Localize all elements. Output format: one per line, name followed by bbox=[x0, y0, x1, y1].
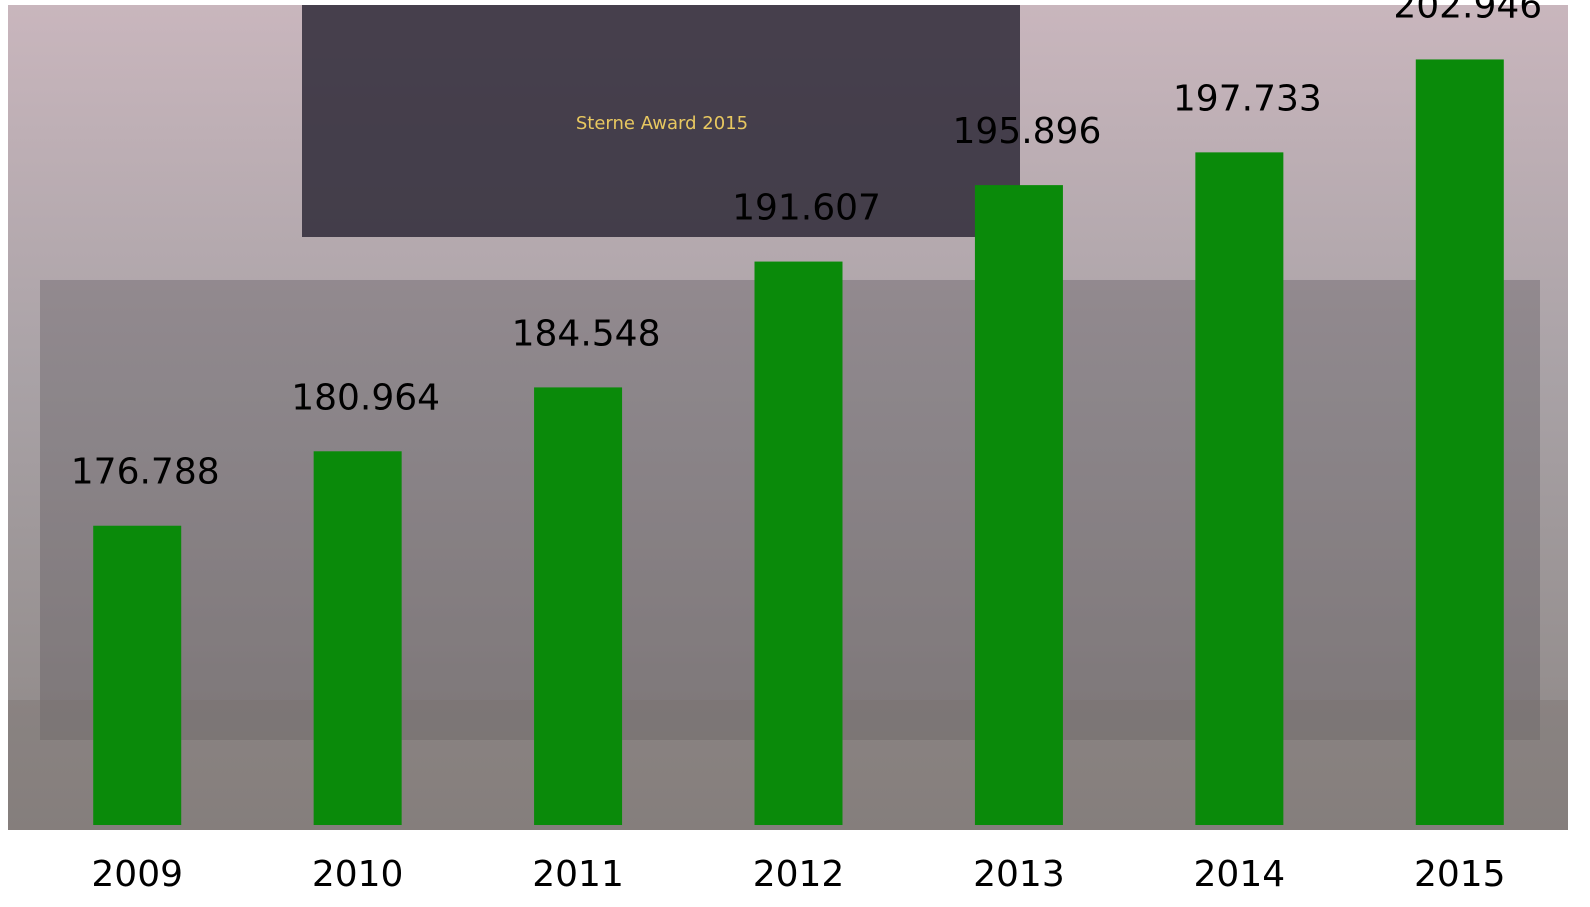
bar bbox=[534, 387, 622, 825]
x-tick-label: 2011 bbox=[532, 854, 624, 895]
x-tick-label: 2010 bbox=[312, 854, 404, 895]
x-tick-label: 2014 bbox=[1194, 854, 1286, 895]
bar bbox=[755, 262, 843, 825]
bar bbox=[1195, 152, 1283, 825]
x-tick-label: 2013 bbox=[973, 854, 1065, 895]
x-tick-label: 2009 bbox=[91, 854, 183, 895]
value-label: 202.946 bbox=[1393, 0, 1542, 26]
bar bbox=[975, 185, 1063, 825]
value-label: 195.896 bbox=[952, 111, 1101, 152]
value-label: 184.548 bbox=[512, 313, 661, 354]
bar bbox=[93, 526, 181, 825]
bar bbox=[1416, 59, 1504, 825]
value-label: 191.607 bbox=[732, 188, 881, 229]
bar bbox=[314, 451, 402, 825]
value-label: 197.733 bbox=[1173, 78, 1322, 119]
x-tick-label: 2012 bbox=[753, 854, 845, 895]
value-label: 180.964 bbox=[291, 377, 440, 418]
value-label: 176.788 bbox=[71, 452, 220, 493]
page: {"chart_data": { "type": "bar", "annotat… bbox=[0, 0, 1590, 907]
photo-caption: Sterne Award 2015 bbox=[576, 113, 748, 134]
chart: Sterne Award 2015 2009 176.788 2010 180.964… bbox=[0, 0, 1590, 907]
x-tick-label: 2015 bbox=[1414, 854, 1506, 895]
